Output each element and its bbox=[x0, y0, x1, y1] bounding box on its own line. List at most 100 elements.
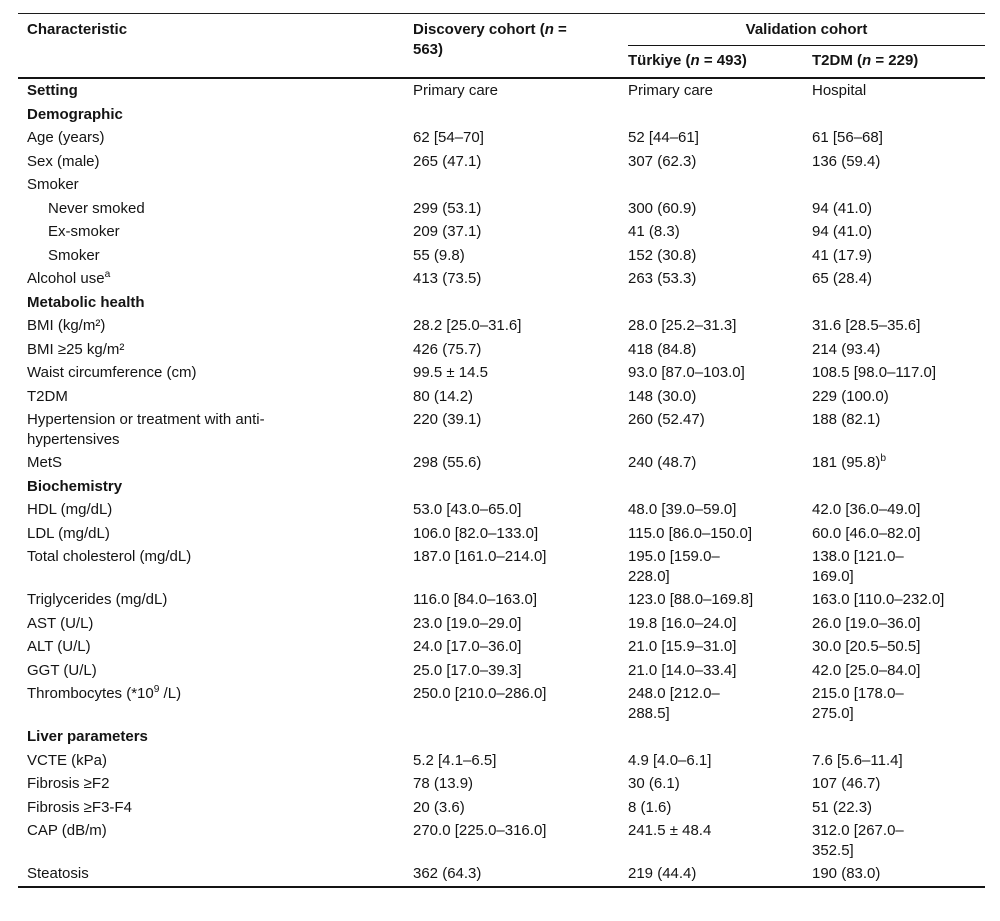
cell-value: 307 (62.3) bbox=[628, 152, 697, 170]
cell-value: 51 (22.3) bbox=[812, 798, 873, 816]
col-header-characteristic: Characteristic bbox=[18, 14, 413, 79]
cell-value bbox=[413, 725, 628, 749]
table-row: Smoker 55 (9.8) 152 (30.8) 41 (17.9) bbox=[18, 244, 985, 268]
row-label: T2DM bbox=[27, 387, 68, 405]
cell-value: 99.5 ± 14.5 bbox=[413, 364, 488, 381]
cell-value: 41 (8.3) bbox=[628, 223, 680, 240]
t2dm-suffix: = 229) bbox=[871, 51, 919, 69]
row-label: GGT (U/L) bbox=[27, 661, 97, 679]
row-label: Never smoked bbox=[48, 199, 145, 217]
cell-value: 31.6 [28.5–35.6] bbox=[812, 317, 921, 334]
cell-value bbox=[628, 725, 812, 749]
cell-value: 240 (48.7) bbox=[628, 454, 697, 471]
cell-value: 78 (13.9) bbox=[413, 775, 474, 792]
row-label: AST (U/L) bbox=[27, 614, 94, 632]
table-row: AST (U/L) 23.0 [19.0–29.0] 19.8 [16.0–24.0… bbox=[18, 612, 985, 636]
cell-value: 190 (83.0) bbox=[812, 865, 881, 882]
table-row: Fibrosis ≥F3-F4 20 (3.6) 8 (1.6) 51 (22.3) bbox=[18, 796, 985, 820]
discovery-n-italic: n bbox=[544, 21, 554, 38]
cell-value: 138.0 [121.0–169.0] bbox=[812, 548, 904, 585]
cell-value: 312.0 [267.0–352.5] bbox=[812, 822, 904, 859]
table-row: VCTE (kPa) 5.2 [4.1–6.5] 4.9 [4.0–6.1] 7.6 … bbox=[18, 749, 985, 773]
cell-value: 426 (75.7) bbox=[413, 340, 482, 358]
turkiye-n-italic: n bbox=[690, 51, 700, 69]
table-row: Hypertension or treatment with anti-hype… bbox=[18, 408, 985, 451]
col-header-discovery-label: Discovery cohort (n = 563) bbox=[413, 20, 583, 59]
cell-value bbox=[812, 475, 985, 499]
cell-value: 4.9 [4.0–6.1] bbox=[628, 751, 712, 769]
table-row: Smoker bbox=[18, 173, 985, 197]
t2dm-prefix: T2DM ( bbox=[812, 51, 862, 69]
row-label: Biochemistry bbox=[27, 477, 123, 495]
table-row: MetS 298 (55.6) 240 (48.7) 181 (95.8)b bbox=[18, 451, 985, 475]
col-header-validation-group: Validation cohort bbox=[628, 13, 985, 46]
col-header-turkiye: Türkiye (n = 493) bbox=[628, 45, 812, 78]
table-row: Triglycerides (mg/dL) 116.0 [84.0–163.0] 1… bbox=[18, 588, 985, 612]
cell-value: 250.0 [210.0–286.0] bbox=[413, 685, 547, 702]
row-label: MetS bbox=[27, 454, 63, 471]
cell-value: 30.0 [20.5–50.5] bbox=[812, 638, 921, 655]
cell-value: Primary care bbox=[413, 82, 499, 99]
cell-value: 241.5 ± 48.4 bbox=[628, 822, 712, 839]
cell-value: 300 (60.9) bbox=[628, 199, 697, 217]
cell-value: Hospital bbox=[812, 82, 867, 99]
col-header-characteristic-label: Characteristic bbox=[27, 21, 128, 38]
cell-value: 65 (28.4) bbox=[812, 270, 873, 287]
cell-value: 62 [54–70] bbox=[413, 129, 484, 146]
characteristics-table: Characteristic Discovery cohort (n = 563… bbox=[18, 13, 985, 888]
table-row: Never smoked 299 (53.1) 300 (60.9) 94 (41.0… bbox=[18, 197, 985, 221]
cell-value: 362 (64.3) bbox=[413, 865, 482, 882]
cell-value: 298 (55.6) bbox=[413, 454, 482, 471]
cell-value: 299 (53.1) bbox=[413, 199, 482, 217]
cell-value: 136 (59.4) bbox=[812, 152, 881, 170]
cell-value: 60.0 [46.0–82.0] bbox=[812, 524, 921, 542]
superscript-note: b bbox=[880, 453, 887, 464]
table-row: Setting Primary care Primary care Hospital bbox=[18, 78, 985, 103]
cell-value bbox=[628, 173, 812, 197]
cell-value: 413 (73.5) bbox=[413, 270, 482, 287]
table-header: Characteristic Discovery cohort (n = 563… bbox=[18, 13, 985, 79]
cell-value bbox=[413, 173, 628, 197]
col-header-turkiye-label: Türkiye (n = 493) bbox=[628, 51, 761, 71]
cell-value: 21.0 [14.0–33.4] bbox=[628, 661, 737, 679]
row-label: Smoker bbox=[48, 246, 100, 264]
col-header-t2dm: T2DM (n = 229) bbox=[812, 45, 985, 78]
row-label: Hypertension or treatment with anti-hype… bbox=[27, 411, 265, 448]
discovery-prefix: Discovery cohort ( bbox=[413, 21, 545, 38]
superscript-note: 9 bbox=[153, 684, 160, 695]
cell-value: 248.0 [212.0–288.5] bbox=[628, 685, 720, 722]
cell-value: 270.0 [225.0–316.0] bbox=[413, 822, 547, 839]
cell-value: 53.0 [43.0–65.0] bbox=[413, 501, 522, 518]
table-body: Setting Primary care Primary care Hospital D… bbox=[18, 78, 985, 887]
cell-value: 116.0 [84.0–163.0] bbox=[413, 591, 537, 608]
row-label: Sex (male) bbox=[27, 152, 100, 170]
cell-value: 24.0 [17.0–36.0] bbox=[413, 638, 522, 655]
row-label: Demographic bbox=[27, 105, 123, 123]
table-row: Biochemistry bbox=[18, 475, 985, 499]
row-label: Triglycerides (mg/dL) bbox=[27, 591, 168, 608]
cell-value bbox=[628, 103, 812, 127]
cell-value: 214 (93.4) bbox=[812, 340, 881, 358]
row-label: Setting bbox=[27, 82, 78, 99]
cell-value: 188 (82.1) bbox=[812, 411, 881, 428]
table-row: Steatosis 362 (64.3) 219 (44.4) 190 (83.0) bbox=[18, 862, 985, 887]
cell-value: 209 (37.1) bbox=[413, 223, 482, 240]
cell-value: 220 (39.1) bbox=[413, 411, 482, 428]
cell-value: 215.0 [178.0–275.0] bbox=[812, 685, 904, 722]
table-row: Age (years) 62 [54–70] 52 [44–61] 61 [56–68… bbox=[18, 126, 985, 150]
table-row: CAP (dB/m) 270.0 [225.0–316.0] 241.5 ± 48.… bbox=[18, 819, 985, 862]
discovery-suffix: = 563) bbox=[413, 21, 567, 58]
col-header-validation-label: Validation cohort bbox=[745, 21, 868, 38]
cell-value bbox=[812, 291, 985, 315]
cell-value: 108.5 [98.0–117.0] bbox=[812, 364, 936, 381]
cell-value: 26.0 [19.0–36.0] bbox=[812, 614, 921, 632]
cell-value: 260 (52.47) bbox=[628, 411, 705, 428]
table-row: T2DM 80 (14.2) 148 (30.0) 229 (100.0) bbox=[18, 385, 985, 409]
table-row: Demographic bbox=[18, 103, 985, 127]
row-label: Fibrosis ≥F2 bbox=[27, 775, 110, 792]
cell-value: 195.0 [159.0–228.0] bbox=[628, 548, 720, 585]
characteristics-table-container: Characteristic Discovery cohort (n = 563… bbox=[18, 13, 985, 888]
cell-value: 61 [56–68] bbox=[812, 129, 883, 146]
row-label: BMI (kg/m²) bbox=[27, 317, 106, 334]
